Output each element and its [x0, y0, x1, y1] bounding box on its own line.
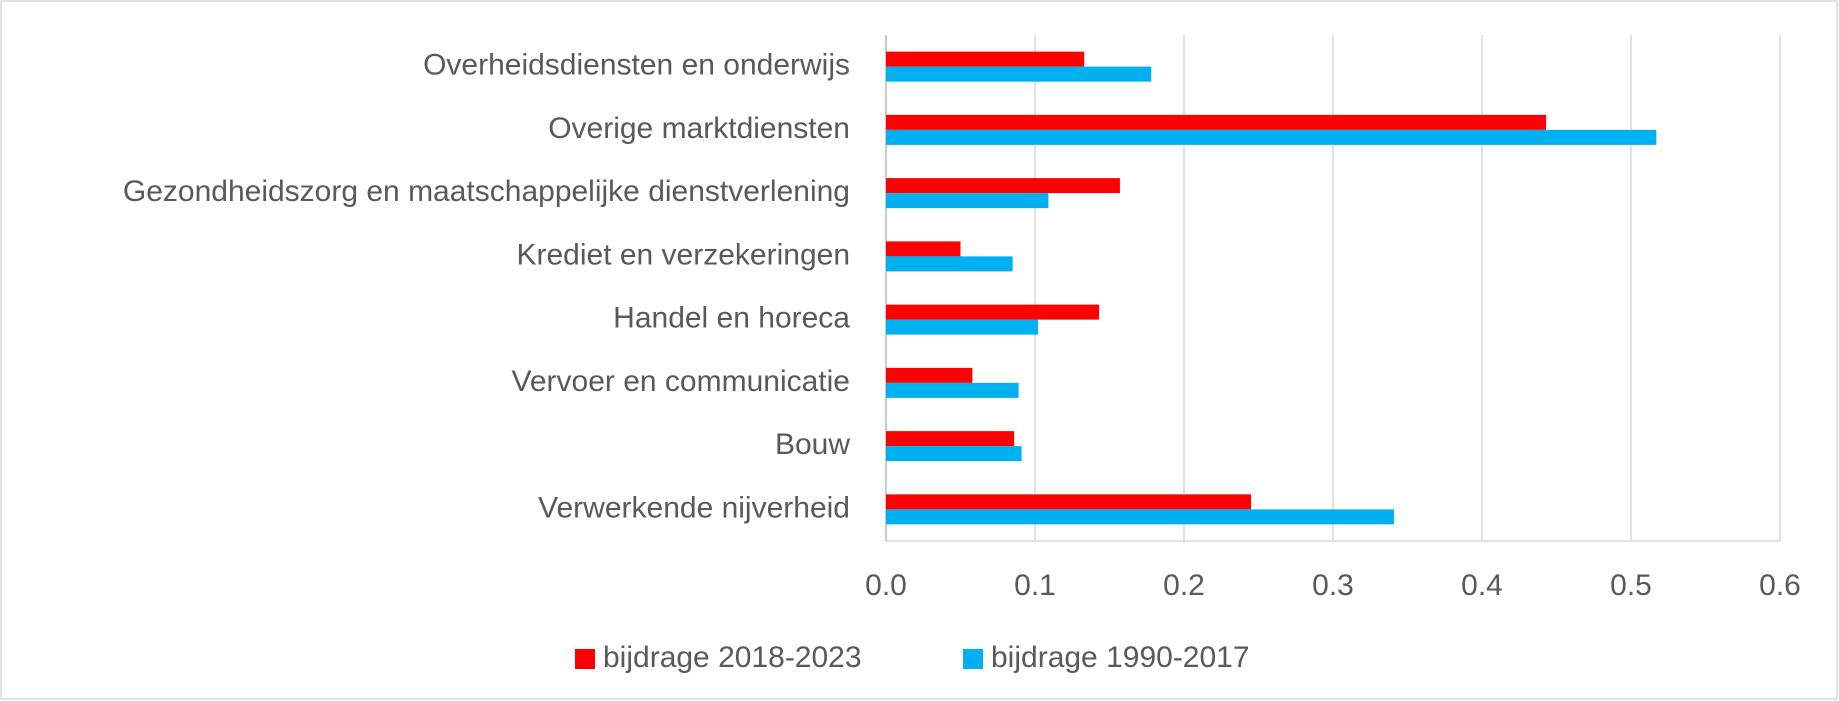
bar [886, 256, 1013, 272]
bar [886, 494, 1252, 510]
y-tick-label: Handel en horeca [613, 302, 850, 335]
bar [886, 382, 1019, 398]
bar [886, 367, 973, 383]
bar [886, 509, 1395, 525]
x-tick-label: 0.1 [1014, 569, 1056, 602]
bar [886, 304, 1100, 320]
legend-swatch [575, 649, 595, 669]
x-tick-label: 0.0 [865, 569, 907, 602]
bar [886, 446, 1022, 462]
x-tick-label: 0.4 [1461, 569, 1503, 602]
bar [886, 66, 1152, 82]
legend-label: bijdrage 1990-2017 [991, 641, 1250, 674]
bar [886, 129, 1657, 145]
bar [886, 114, 1547, 130]
bar [886, 178, 1120, 194]
x-tick-label: 0.2 [1163, 569, 1205, 602]
bar [886, 51, 1085, 67]
y-tick-label: Krediet en verzekeringen [516, 238, 850, 271]
x-tick-label: 0.6 [1759, 569, 1801, 602]
bar [886, 319, 1038, 335]
bar [886, 193, 1049, 209]
bar [886, 431, 1015, 447]
y-tick-label: Verwerkende nijverheid [538, 491, 850, 524]
y-tick-label: Overige marktdiensten [548, 112, 850, 145]
x-tick-label: 0.5 [1610, 569, 1652, 602]
x-tick-label: 0.3 [1312, 569, 1354, 602]
y-tick-label: Overheidsdiensten en onderwijs [423, 49, 850, 82]
y-tick-label: Vervoer en communicatie [512, 365, 851, 398]
y-tick-label: Gezondheidszorg en maatschappelijke dien… [123, 175, 850, 208]
y-tick-label: Bouw [775, 428, 850, 461]
bar [886, 241, 961, 257]
legend-swatch [963, 649, 983, 669]
legend-label: bijdrage 2018-2023 [603, 641, 862, 674]
